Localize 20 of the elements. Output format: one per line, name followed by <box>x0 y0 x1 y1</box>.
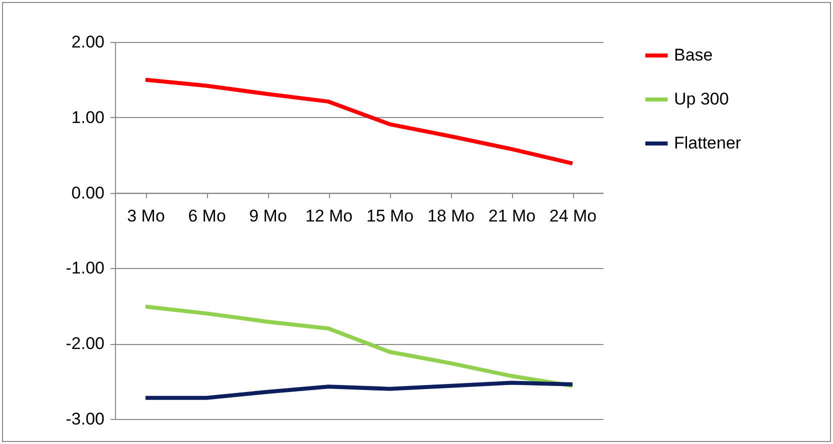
legend-label: Base <box>674 46 713 64</box>
y-tick-label: 1.00 <box>71 108 104 127</box>
x-tick-label: 15 Mo <box>366 206 414 226</box>
x-tick-label: 9 Mo <box>249 206 287 226</box>
y-tick-label: -2.00 <box>66 334 104 354</box>
x-tick-label: 21 Mo <box>488 206 536 226</box>
x-tick-label: 12 Mo <box>305 206 353 226</box>
line-series <box>144 304 574 388</box>
x-tick-label: 6 Mo <box>188 206 226 226</box>
x-tick-label: 18 Mo <box>427 206 475 226</box>
y-tick-label: 0.00 <box>71 183 104 202</box>
x-tick-label: 3 Mo <box>127 206 165 226</box>
line-series <box>144 380 574 400</box>
y-tick-label: -3.00 <box>66 410 104 428</box>
y-tick-label: 2.00 <box>71 32 104 52</box>
legend-label: Up 300 <box>674 90 729 108</box>
x-tick-label: 24 Mo <box>549 206 597 226</box>
y-tick-label: -1.00 <box>66 258 104 278</box>
legend-label: Flattener <box>674 134 742 152</box>
line-series <box>144 78 574 166</box>
